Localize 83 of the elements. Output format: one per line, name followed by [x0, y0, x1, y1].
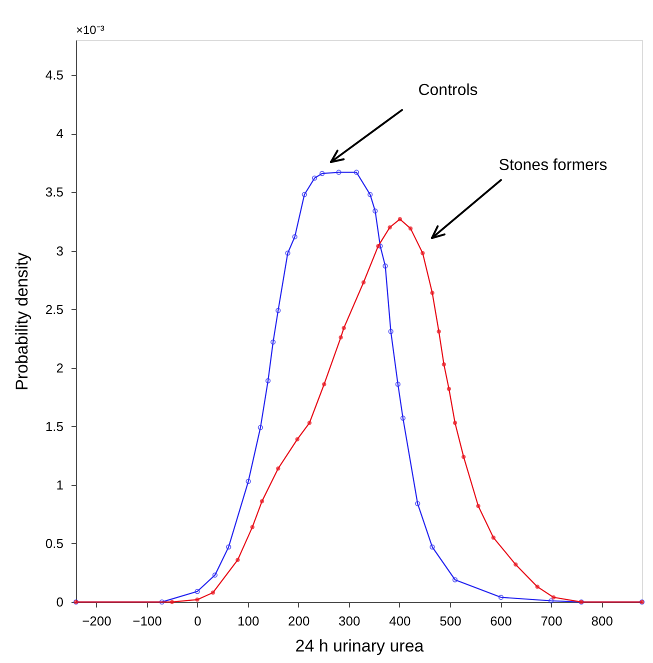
point	[367, 192, 373, 198]
point	[491, 535, 496, 540]
y-tick-label: 3.5	[45, 184, 64, 200]
x-tick-label: 100	[237, 614, 260, 628]
point	[408, 226, 413, 231]
y-tick-label: 1.5	[45, 418, 64, 434]
point	[415, 501, 420, 506]
point	[361, 280, 366, 284]
point	[420, 250, 425, 256]
point	[212, 572, 218, 578]
point	[452, 420, 458, 425]
point	[276, 466, 280, 471]
y-tick-label: 3	[56, 243, 64, 258]
point	[322, 382, 326, 386]
point	[270, 339, 276, 345]
point	[442, 362, 446, 366]
point	[388, 225, 392, 230]
point	[312, 176, 318, 181]
point	[292, 234, 298, 240]
point	[446, 386, 452, 392]
point	[246, 478, 251, 484]
x-tick-label: 200	[288, 614, 310, 628]
text: ×10⁻³	[76, 23, 104, 37]
point	[551, 595, 556, 600]
point	[398, 217, 402, 222]
y-tick-label: 2.5	[45, 302, 64, 317]
point	[276, 308, 281, 314]
point	[382, 263, 388, 269]
point	[452, 577, 458, 582]
y-tick-label: 4	[56, 126, 64, 142]
x-axis-title: 24 h urinary urea	[295, 636, 424, 656]
point	[376, 244, 380, 248]
point	[195, 598, 200, 602]
x-tick-label: −100	[132, 614, 162, 628]
point	[302, 192, 308, 198]
point	[498, 594, 504, 600]
point	[548, 598, 554, 604]
point	[226, 544, 232, 550]
point	[354, 170, 360, 175]
y-axis-title: Probability density	[12, 252, 32, 390]
x-tick-label: −200	[82, 614, 112, 628]
y-tick-label: 1	[56, 477, 64, 492]
annotation: Controls	[418, 82, 478, 99]
point	[476, 504, 480, 508]
point	[336, 170, 342, 175]
x-tick-label: 300	[338, 614, 360, 628]
y-tick-label: 4.5	[45, 68, 64, 83]
point	[338, 335, 343, 340]
point	[430, 544, 435, 550]
x-tick-label: 500	[440, 614, 462, 628]
point	[260, 499, 264, 504]
point	[285, 250, 290, 256]
x-tick-label: 400	[389, 614, 411, 628]
y-tick-label: 0.5	[45, 536, 64, 551]
x-tick-label: 700	[540, 614, 562, 628]
annotation: Stones formers	[498, 157, 608, 174]
point	[461, 454, 466, 459]
y-tick-label: 2	[56, 360, 64, 376]
point	[436, 329, 441, 334]
point	[342, 326, 346, 330]
point	[236, 558, 240, 562]
point	[194, 588, 200, 594]
point	[430, 290, 434, 296]
point	[265, 378, 271, 384]
point	[400, 416, 406, 421]
point	[319, 170, 325, 176]
point	[388, 328, 394, 334]
point	[159, 599, 165, 605]
point	[295, 437, 300, 442]
point	[210, 590, 216, 595]
point	[170, 600, 174, 604]
point	[372, 208, 378, 214]
x-tick-label: 800	[591, 614, 613, 628]
point	[395, 382, 401, 387]
x-tick-label: 600	[490, 614, 512, 628]
point	[535, 584, 540, 589]
point	[307, 420, 312, 425]
point	[378, 243, 383, 249]
y-tick-label: 0	[56, 594, 64, 610]
point	[258, 424, 264, 430]
x-tick-label: 0	[194, 614, 202, 628]
point	[514, 562, 518, 567]
point	[250, 524, 254, 530]
